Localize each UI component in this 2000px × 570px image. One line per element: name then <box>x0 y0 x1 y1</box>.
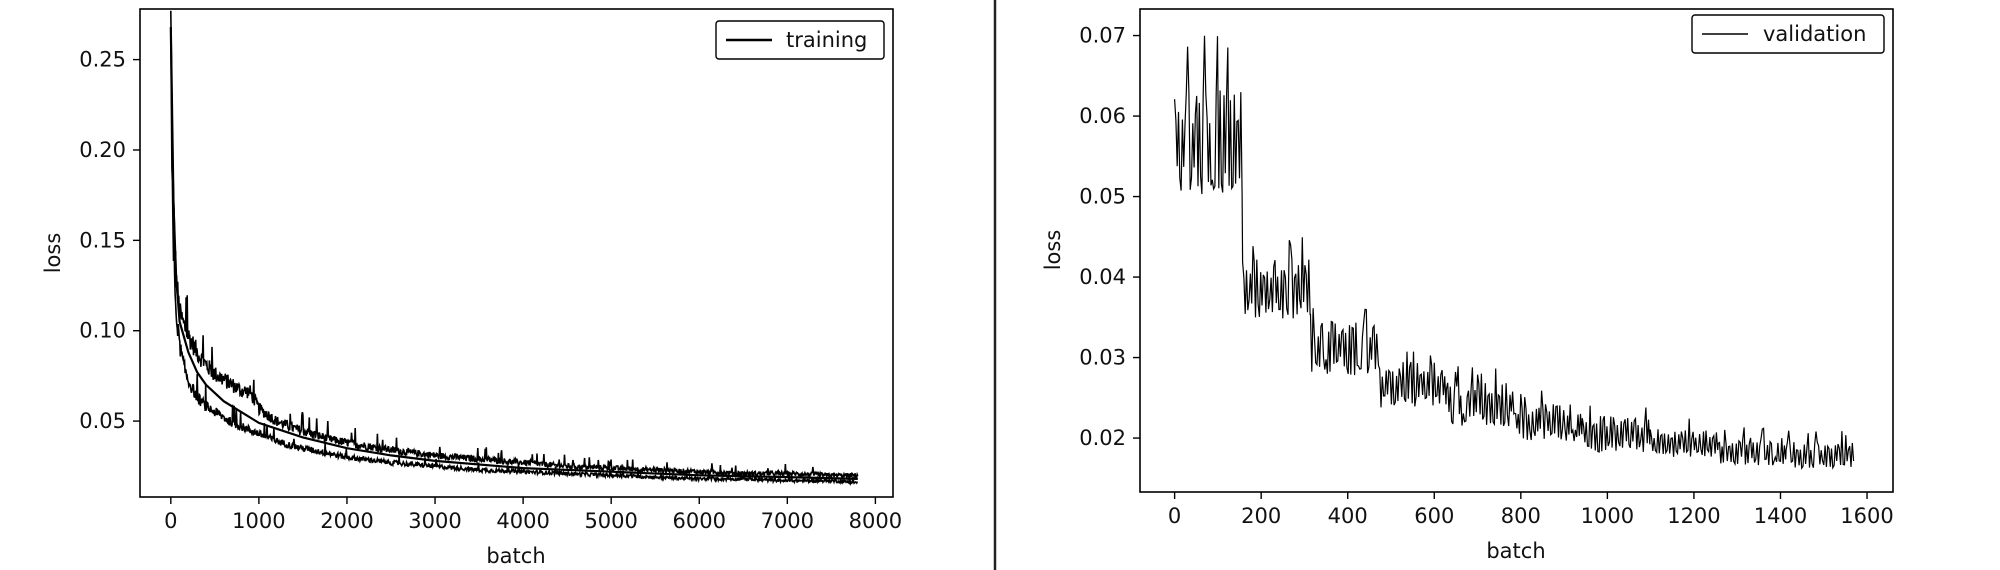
validation-x-tick-label: 1400 <box>1754 504 1807 528</box>
validation-y-tick-label: 0.06 <box>1079 104 1126 128</box>
training-legend-box <box>715 20 885 60</box>
training-x-tick-label: 2000 <box>320 509 373 533</box>
validation-x-axis: 0 200 400 600 800 1000 1200 1400 1600 <box>1168 492 1894 528</box>
validation-x-tick-label: 200 <box>1241 504 1281 528</box>
validation-series-lines <box>1174 35 1855 470</box>
training-series-lower <box>170 35 858 486</box>
validation-y-tick-label: 0.02 <box>1079 426 1126 450</box>
validation-x-tick-label: 800 <box>1501 504 1541 528</box>
training-y-axis-title: loss <box>41 233 65 274</box>
training-x-tick-label: 6000 <box>673 509 726 533</box>
training-x-tick-label: 5000 <box>584 509 637 533</box>
training-y-axis: 0.05 0.10 0.15 0.20 0.25 <box>79 48 140 433</box>
validation-x-axis-title: batch <box>1486 539 1545 563</box>
validation-x-tick-label: 400 <box>1328 504 1368 528</box>
validation-y-tick-label: 0.04 <box>1079 265 1126 289</box>
training-x-tick-label: 8000 <box>849 509 902 533</box>
training-y-tick-label: 0.20 <box>79 138 126 162</box>
validation-y-tick-label: 0.07 <box>1079 24 1126 48</box>
training-x-tick-label: 0 <box>164 509 177 533</box>
validation-legend-label: validation <box>1763 22 1866 46</box>
validation-x-tick-label: 1000 <box>1581 504 1634 528</box>
validation-y-axis-title: loss <box>1041 230 1065 271</box>
training-legend: training <box>715 20 885 60</box>
validation-x-tick-label: 600 <box>1414 504 1454 528</box>
validation-legend-box <box>1691 14 1885 54</box>
training-series-lines <box>169 10 859 486</box>
training-x-tick-label: 4000 <box>496 509 549 533</box>
training-x-tick-label: 7000 <box>761 509 814 533</box>
training-y-tick-label: 0.05 <box>79 409 126 433</box>
validation-x-tick-label: 1600 <box>1840 504 1893 528</box>
training-x-axis-title: batch <box>486 544 545 568</box>
validation-y-tick-label: 0.03 <box>1079 346 1126 370</box>
validation-y-axis: 0.02 0.03 0.04 0.05 0.06 0.07 <box>1079 24 1140 450</box>
training-y-tick-label: 0.15 <box>79 228 126 252</box>
training-x-axis: 0 1000 2000 3000 4000 5000 6000 7000 8000 <box>164 497 902 533</box>
training-x-tick-label: 1000 <box>232 509 285 533</box>
validation-chart: 0 200 400 600 800 1000 1200 1400 1600 0.020.030.… <box>1041 8 1894 563</box>
validation-x-tick-label: 0 <box>1168 504 1181 528</box>
validation-series-line <box>1174 35 1855 470</box>
validation-legend: validation <box>1691 14 1885 54</box>
validation-x-tick-label: 1200 <box>1667 504 1720 528</box>
training-x-tick-label: 3000 <box>408 509 461 533</box>
training-y-tick-label: 0.10 <box>79 319 126 343</box>
validation-y-tick-label: 0.05 <box>1079 185 1126 209</box>
validation-plot-frame <box>1139 8 1894 493</box>
training-legend-label: training <box>786 28 867 52</box>
training-chart: 0 1000 2000 3000 4000 5000 6000 7000 8000 0.050.… <box>41 8 902 568</box>
training-series-trend <box>169 27 858 480</box>
training-series-upper <box>170 10 859 481</box>
training-plot-frame <box>139 8 894 498</box>
training-y-tick-label: 0.25 <box>79 48 126 72</box>
